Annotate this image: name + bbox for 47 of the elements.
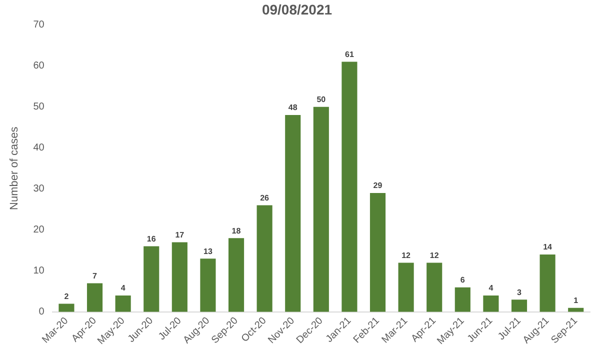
data-label: 7 [92,271,98,280]
data-label: 16 [146,234,156,244]
bar [398,262,414,312]
bar [454,287,470,312]
bar [256,205,272,312]
bar [483,296,499,312]
y-axis-title: Number of cases [8,126,21,210]
bar [58,304,74,312]
y-tick-label: 60 [33,60,45,72]
data-label: 1 [574,296,579,306]
data-label: 12 [430,250,440,260]
y-tick-label: 0 [38,306,45,318]
bar [313,106,329,312]
data-label: 4 [120,284,126,293]
y-tick-label: 70 [33,20,45,31]
bar [228,238,244,312]
data-label: 17 [175,230,185,240]
chart-title: 09/08/2021 [262,1,332,18]
data-label: 4 [488,284,494,293]
data-label: 6 [460,276,466,285]
data-label: 48 [288,103,298,112]
data-label: 26 [260,193,270,202]
bar [370,192,386,312]
bar [540,254,556,312]
data-label: 3 [517,288,522,297]
bar [115,296,131,312]
bar [342,62,358,312]
bar [285,115,301,312]
data-label: 18 [232,226,242,236]
bar [426,262,442,312]
y-tick-label: 20 [33,224,45,236]
data-label: 50 [316,95,326,104]
y-tick-label: 40 [33,142,45,154]
data-label: 13 [204,246,213,256]
bar [200,258,216,312]
bar [86,283,103,312]
y-tick-label: 50 [33,102,45,113]
data-label: 12 [402,250,412,260]
data-label: 61 [345,50,354,59]
bar [172,242,188,312]
data-label: 29 [373,181,383,190]
data-label: 2 [64,292,70,301]
data-label: 14 [543,242,553,252]
y-tick-label: 30 [33,184,45,195]
bar [511,300,528,312]
bar [144,246,160,312]
y-tick-label: 10 [33,266,45,277]
